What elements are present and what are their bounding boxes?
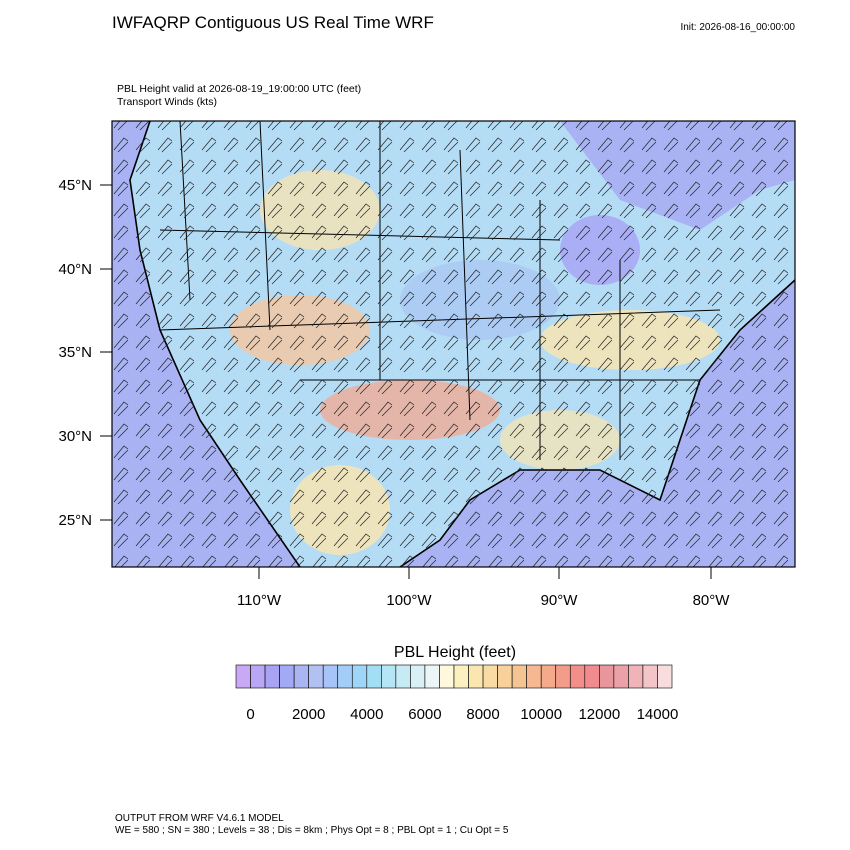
- colorbar-swatch: [468, 664, 484, 689]
- init-time: Init: 2026-08-16_00:00:00: [680, 22, 795, 33]
- field-label: PBL Height valid at 2026-08-19_19:00:00 …: [117, 83, 361, 95]
- colorbar-swatch: [264, 664, 280, 689]
- colorbar-swatch: [337, 664, 353, 689]
- lon-label: 100°W: [386, 592, 432, 609]
- colorbar-label: 2000: [292, 706, 325, 723]
- colorbar-swatch: [351, 664, 368, 689]
- colorbar-swatch: [293, 664, 309, 689]
- colorbar-swatch: [235, 664, 251, 689]
- colorbar-label: 6000: [408, 706, 441, 723]
- map-frame: [111, 120, 796, 568]
- colorbar-swatch: [395, 664, 411, 689]
- lat-label: 30°N: [58, 428, 92, 445]
- colorbar-swatch: [250, 664, 266, 689]
- overlay-label: Transport Winds (kts): [117, 96, 217, 108]
- colorbar-swatch: [453, 664, 469, 689]
- lat-label: 45°N: [58, 177, 92, 194]
- title: IWFAQRP Contiguous US Real Time WRF: [112, 13, 434, 32]
- colorbar-swatch: [439, 664, 455, 689]
- footer-line: OUTPUT FROM WRF V4.6.1 MODEL: [115, 813, 284, 824]
- colorbar-swatch: [642, 664, 658, 689]
- colorbar-label: 12000: [578, 706, 620, 723]
- lat-label: 40°N: [58, 261, 92, 278]
- colorbar-swatch: [482, 664, 498, 689]
- colorbar-label: 14000: [637, 706, 679, 723]
- lon-label: 110°W: [237, 592, 282, 609]
- colorbar-swatch: [599, 664, 615, 689]
- lon-label: 90°W: [541, 592, 579, 609]
- colorbar-swatch: [279, 664, 295, 689]
- colorbar-title: PBL Height (feet): [394, 644, 516, 661]
- map-field: [112, 121, 795, 567]
- colorbar-label: 8000: [466, 706, 499, 723]
- colorbar: 0 2000 4000 6000 8000 10000 12000 14000: [235, 664, 679, 723]
- colorbar-swatch: [322, 664, 339, 689]
- lon-label: 80°W: [693, 592, 731, 609]
- colorbar-swatch: [511, 664, 527, 689]
- colorbar-label: 10000: [520, 706, 562, 723]
- map-axes: 45°N 40°N 35°N 30°N 25°N 110°W 100°W 90°W 80°W: [58, 177, 730, 609]
- colorbar-swatch: [584, 664, 600, 689]
- colorbar-swatch: [308, 664, 324, 689]
- colorbar-label: 4000: [350, 706, 383, 723]
- colorbar-swatch: [540, 664, 557, 689]
- footer-line: WE = 580 ; SN = 380 ; Levels = 38 ; Dis …: [115, 825, 509, 836]
- colorbar-swatch: [497, 664, 513, 689]
- colorbar-swatch: [569, 664, 586, 689]
- colorbar-swatch: [555, 664, 571, 689]
- colorbar-swatch: [381, 664, 397, 689]
- colorbar-swatch: [628, 664, 644, 689]
- colorbar-swatch: [366, 664, 382, 689]
- colorbar-swatch: [657, 664, 673, 689]
- colorbar-swatch: [410, 664, 426, 689]
- colorbar-swatch: [424, 664, 440, 689]
- colorbar-swatch: [613, 664, 629, 689]
- wind-barbs: [112, 121, 795, 567]
- colorbar-swatch: [526, 664, 542, 689]
- colorbar-label: 0: [246, 706, 254, 723]
- lat-label: 25°N: [58, 512, 92, 529]
- lat-label: 35°N: [58, 344, 92, 361]
